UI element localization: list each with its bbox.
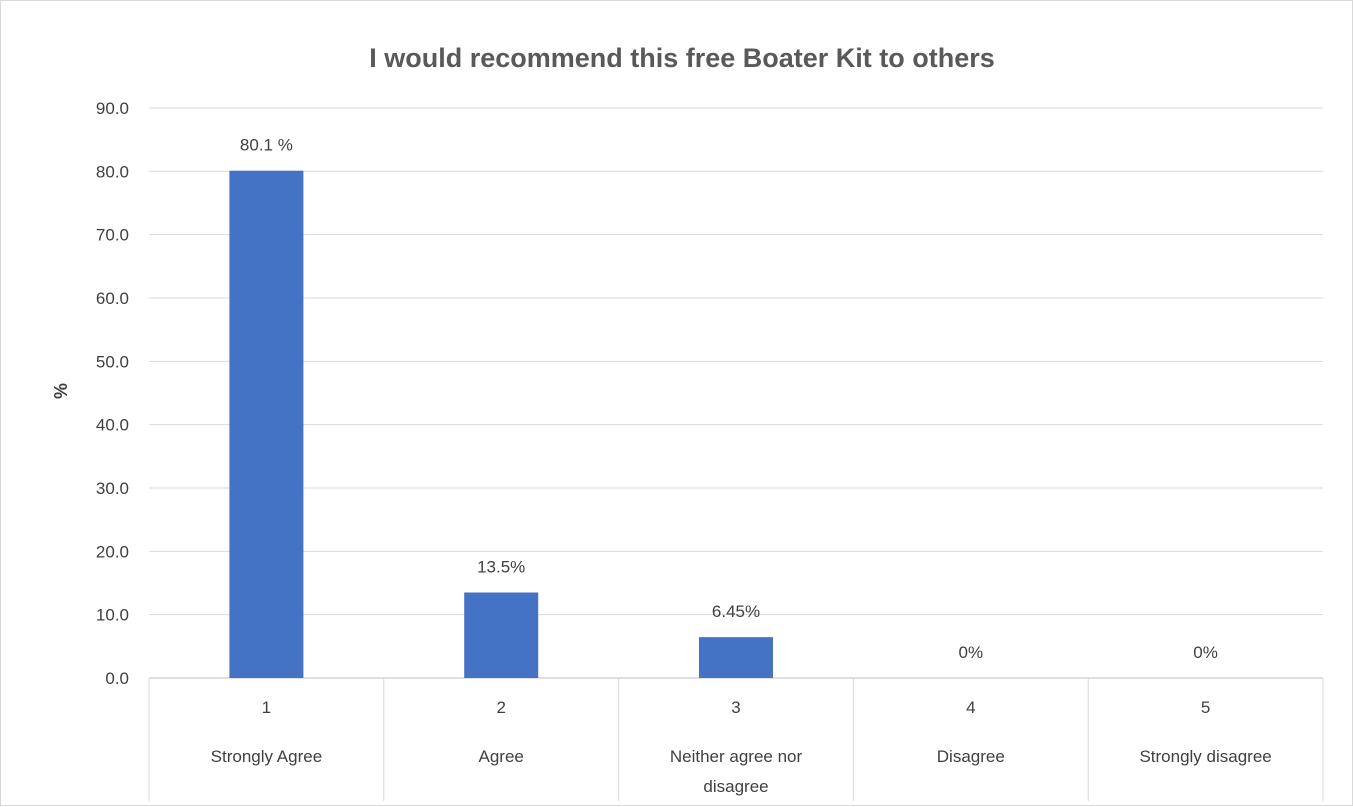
category-label: disagree — [703, 777, 768, 796]
data-label: 0% — [1193, 643, 1218, 662]
y-tick-label: 60.0 — [96, 289, 129, 308]
data-label: 6.45% — [712, 602, 760, 621]
y-tick-label: 90.0 — [96, 99, 129, 118]
y-tick-label: 20.0 — [96, 542, 129, 561]
y-axis-label: % — [51, 383, 71, 399]
bars — [229, 170, 773, 678]
category-label: Disagree — [937, 747, 1005, 766]
data-label: 0% — [959, 643, 984, 662]
data-label: 13.5% — [477, 558, 525, 577]
y-tick-label: 80.0 — [96, 162, 129, 181]
category-label: Strongly disagree — [1139, 747, 1271, 766]
bar — [699, 637, 773, 678]
category-number: 1 — [262, 698, 271, 717]
y-tick-label: 10.0 — [96, 606, 129, 625]
category-label: Agree — [479, 747, 524, 766]
y-axis-ticks: 0.0 10.0 20.0 30.0 40.0 50.0 60.0 70.0 80.0 90.0 — [96, 99, 129, 688]
y-tick-label: 30.0 — [96, 479, 129, 498]
data-labels: 80.1 % 13.5% 6.45% 0% 0% — [240, 136, 1218, 662]
gridlines — [148, 107, 1324, 801]
category-number: 2 — [496, 698, 505, 717]
bar — [229, 170, 304, 678]
category-number: 5 — [1201, 698, 1210, 717]
y-tick-label: 50.0 — [96, 352, 129, 371]
category-label: Neither agree nor — [670, 747, 803, 766]
y-tick-label: 0.0 — [105, 669, 129, 688]
x-axis-categories: 1 Strongly Agree 2 Agree 3 Neither agree nor d… — [211, 698, 1272, 796]
bar — [464, 592, 539, 678]
data-label: 80.1 % — [240, 136, 293, 155]
category-number: 3 — [731, 698, 740, 717]
category-label: Strongly Agree — [211, 747, 323, 766]
y-tick-label: 40.0 — [96, 416, 129, 435]
category-number: 4 — [966, 698, 975, 717]
chart-title: I would recommend this free Boater Kit t… — [369, 43, 995, 73]
y-tick-label: 70.0 — [96, 226, 129, 245]
